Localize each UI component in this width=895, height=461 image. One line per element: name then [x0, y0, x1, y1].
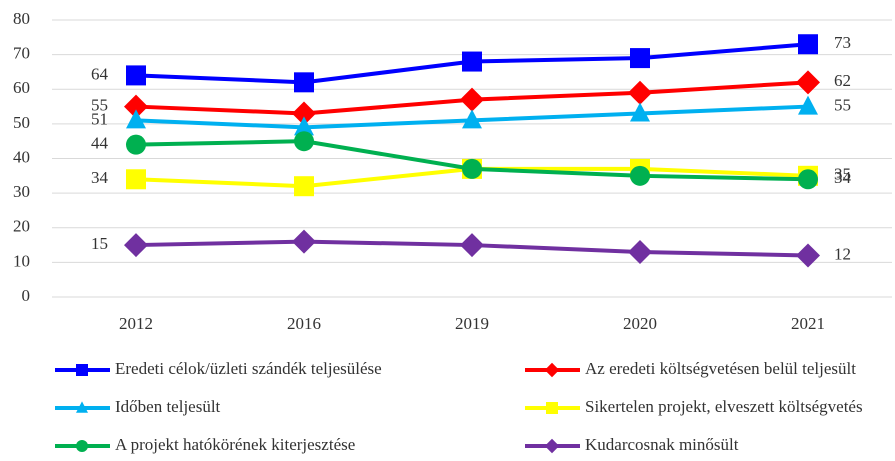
legend-marker — [544, 438, 560, 454]
marker — [292, 229, 316, 254]
legend-label: A projekt hatókörének kiterjesztése — [115, 435, 355, 454]
data-label: 34 — [91, 168, 109, 187]
data-label: 64 — [91, 64, 109, 83]
marker — [126, 134, 146, 155]
marker — [796, 243, 820, 268]
marker — [124, 233, 148, 258]
marker — [292, 101, 316, 126]
data-label: 34 — [834, 168, 852, 187]
x-tick-label: 2019 — [455, 314, 489, 333]
x-tick-label: 2020 — [623, 314, 657, 333]
y-tick-label: 80 — [13, 9, 30, 28]
legend-label: Kudarcosnak minősült — [585, 435, 739, 454]
marker — [630, 102, 650, 122]
data-label: 12 — [834, 244, 851, 263]
marker — [798, 95, 818, 115]
y-tick-label: 50 — [13, 113, 30, 132]
data-label: 62 — [834, 71, 851, 90]
legend-marker — [76, 401, 88, 413]
legend-label: Időben teljesült — [115, 397, 221, 416]
marker — [628, 239, 652, 264]
marker — [124, 94, 148, 119]
legend-marker — [546, 402, 558, 414]
data-label: 73 — [834, 33, 851, 52]
marker — [798, 169, 818, 190]
y-tick-label: 0 — [22, 286, 31, 305]
data-label: 55 — [834, 95, 851, 114]
marker — [126, 169, 146, 190]
x-tick-label: 2012 — [119, 314, 153, 333]
legend-label: Eredeti célok/üzleti szándék teljesülése — [115, 359, 382, 378]
data-label: 55 — [91, 95, 108, 114]
marker — [460, 233, 484, 258]
y-tick-label: 60 — [13, 78, 30, 97]
x-tick-label: 2021 — [791, 314, 825, 333]
marker — [462, 158, 482, 179]
y-tick-label: 70 — [13, 44, 30, 63]
marker — [126, 65, 146, 86]
marker — [630, 48, 650, 69]
data-label: 51 — [91, 109, 108, 128]
legend-marker — [76, 440, 88, 452]
marker — [796, 70, 820, 95]
y-tick-label: 30 — [13, 182, 30, 201]
marker — [294, 176, 314, 197]
data-label: 15 — [91, 234, 108, 253]
marker — [462, 51, 482, 72]
legend-marker — [544, 362, 560, 378]
marker — [460, 87, 484, 112]
x-tick-label: 2016 — [287, 314, 321, 333]
marker — [294, 131, 314, 152]
legend-label: Sikertelen projekt, elveszett költségvet… — [585, 397, 863, 416]
marker — [630, 165, 650, 186]
data-label: 44 — [91, 134, 109, 153]
marker — [294, 116, 314, 136]
y-tick-label: 40 — [13, 147, 30, 166]
legend-marker — [76, 364, 88, 376]
legend-label: Az eredeti költségvetésen belül teljesül… — [585, 359, 856, 378]
marker — [126, 109, 146, 129]
marker — [294, 72, 314, 93]
data-label: 35 — [834, 165, 851, 184]
marker — [462, 109, 482, 129]
y-tick-label: 10 — [13, 251, 30, 270]
marker — [628, 80, 652, 105]
y-tick-label: 20 — [13, 217, 30, 236]
marker — [798, 34, 818, 55]
